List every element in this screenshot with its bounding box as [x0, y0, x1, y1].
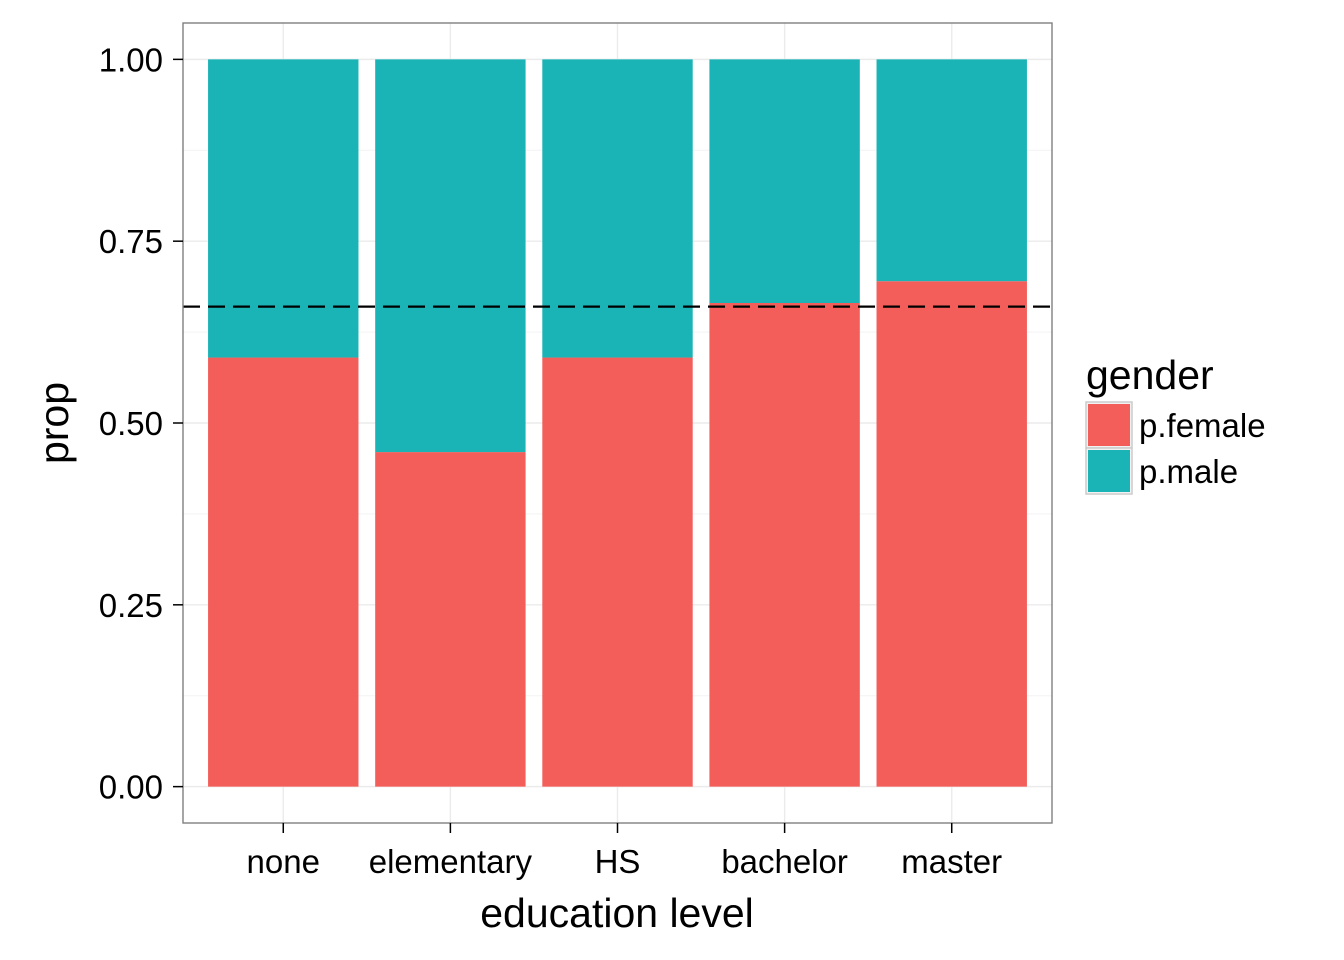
bar-p-female-master — [876, 281, 1027, 787]
x-axis: none elementary HS bachelor master — [247, 823, 1002, 880]
legend-items: p.female p.male — [1085, 401, 1266, 495]
x-tick-label: bachelor — [721, 843, 848, 880]
x-tick-label: none — [247, 843, 320, 880]
legend-label: p.female — [1139, 407, 1266, 444]
legend-title: gender — [1086, 352, 1214, 398]
legend-swatch — [1088, 404, 1130, 446]
x-axis-title: education level — [480, 890, 754, 936]
y-axis-title: prop — [31, 382, 77, 464]
x-tick-label: master — [901, 843, 1002, 880]
bar-p-male-hs — [542, 59, 693, 358]
bar-p-female-hs — [542, 357, 693, 787]
legend-swatch — [1088, 450, 1130, 492]
bar-p-male-bachelor — [709, 59, 860, 304]
bar-p-male-master — [876, 59, 1027, 282]
bars — [208, 59, 1027, 787]
legend-label: p.male — [1139, 453, 1238, 490]
legend: gender p.female p.male — [1085, 352, 1266, 495]
y-tick-label: 0.00 — [99, 769, 163, 806]
x-tick-label: HS — [595, 843, 641, 880]
y-tick-label: 1.00 — [99, 41, 163, 78]
x-tick-label: elementary — [369, 843, 533, 880]
y-tick-label: 0.75 — [99, 223, 163, 260]
y-tick-label: 0.50 — [99, 405, 163, 442]
bar-p-male-elementary — [375, 59, 526, 453]
bar-p-male-none — [208, 59, 359, 358]
bar-p-female-bachelor — [709, 303, 860, 787]
y-tick-label: 0.25 — [99, 587, 163, 624]
bar-p-female-elementary — [375, 452, 526, 787]
bar-p-female-none — [208, 357, 359, 787]
y-axis: 0.00 0.25 0.50 0.75 1.00 — [99, 41, 183, 806]
